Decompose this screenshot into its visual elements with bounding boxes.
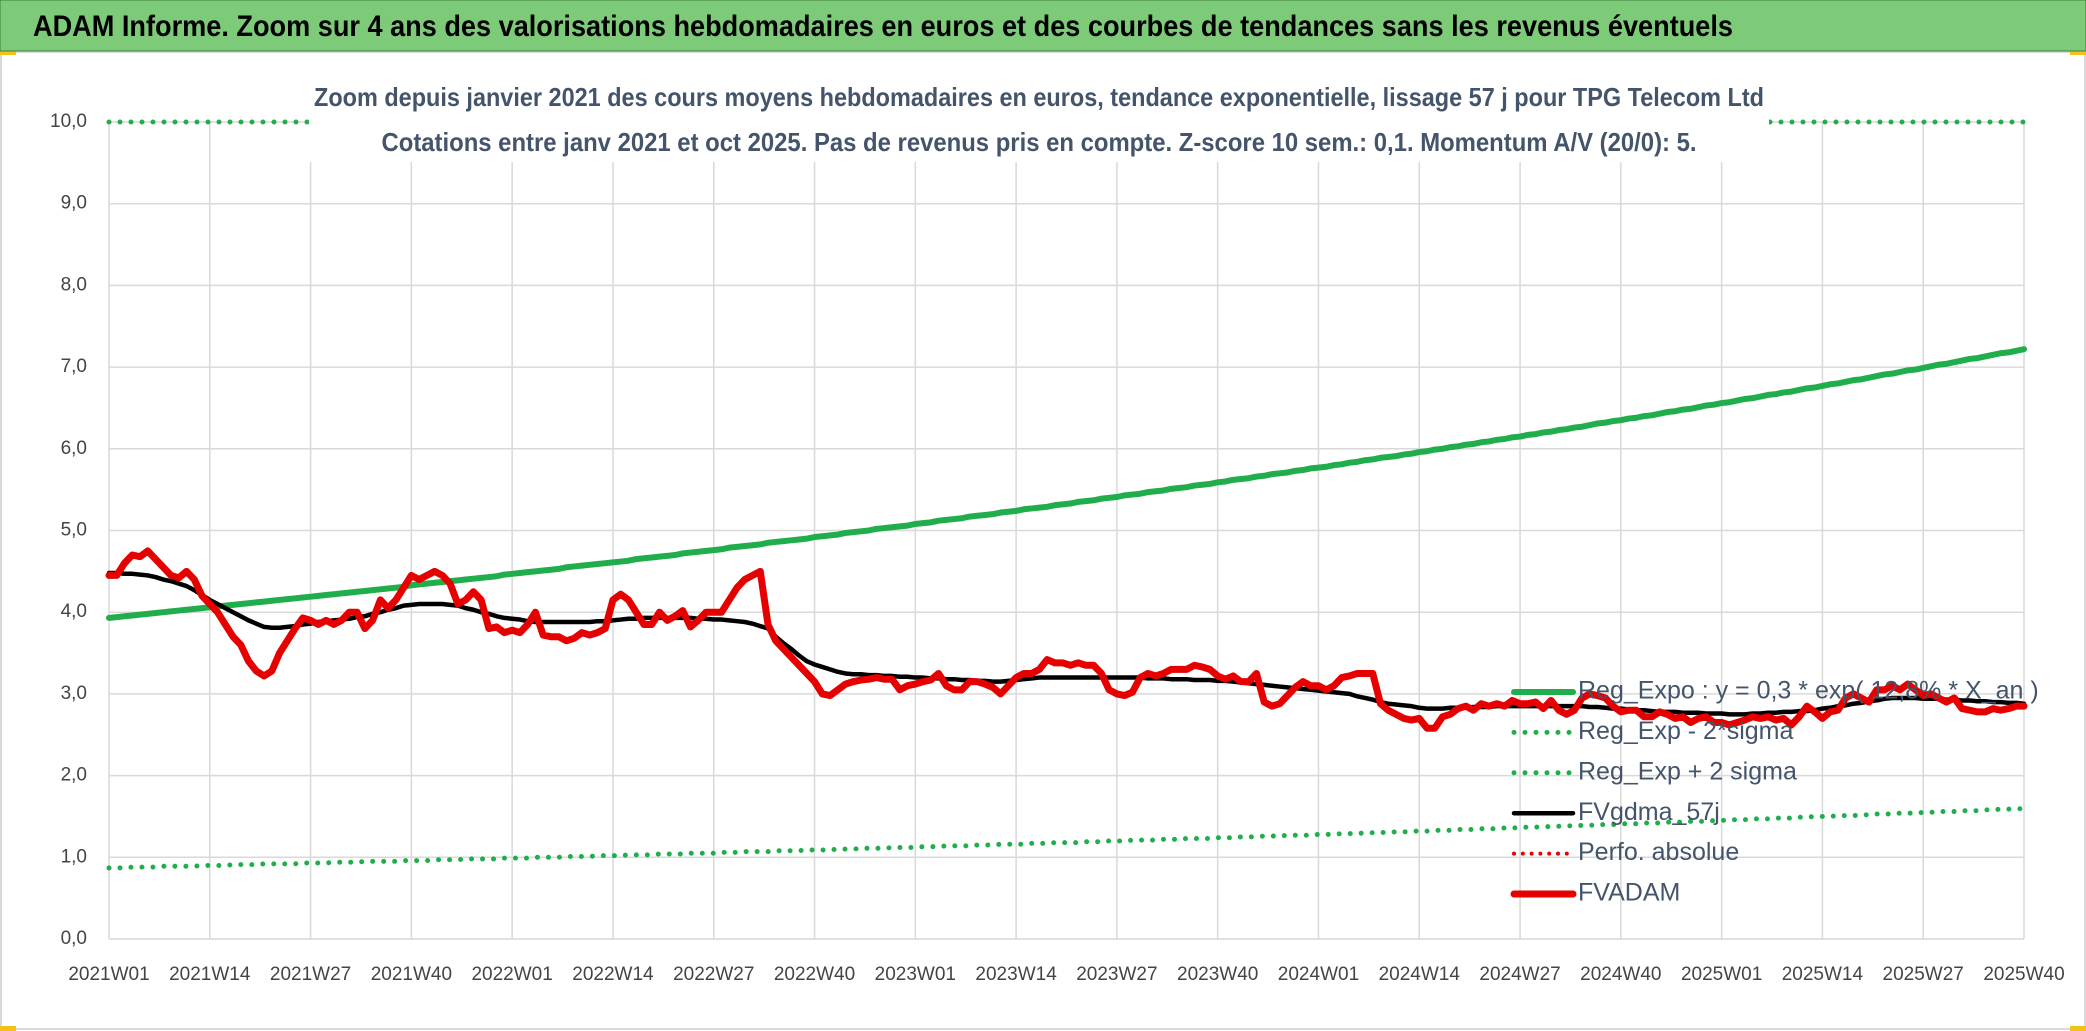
x-tick-label: 2023W40 (1177, 964, 1258, 985)
chart-subtitle: Zoom depuis janvier 2021 des cours moyen… (314, 82, 1764, 112)
x-tick-label: 2022W40 (774, 964, 855, 985)
y-tick-label: 7,0 (61, 356, 87, 377)
y-tick-label: 2,0 (61, 765, 87, 786)
x-tick-label: 2022W14 (572, 964, 654, 985)
legend-label: Reg_Exp + 2 sigma (1578, 757, 1797, 785)
y-tick-label: 10,0 (50, 111, 87, 132)
grid (108, 121, 2025, 940)
y-tick-label: 4,0 (61, 601, 87, 622)
corner-decoration (2070, 1026, 2086, 1031)
subtitle-background (309, 78, 1769, 162)
x-tick-label: 2024W27 (1479, 964, 1560, 985)
y-tick-label: 1,0 (61, 846, 87, 867)
y-tick-label: 9,0 (61, 193, 87, 214)
corner-decoration (0, 50, 16, 55)
y-tick-label: 3,0 (61, 683, 87, 704)
x-tick-label: 2023W27 (1076, 964, 1157, 985)
series-line (106, 570, 2027, 717)
series-line (105, 547, 2028, 732)
x-tick-label: 2021W01 (68, 964, 149, 985)
x-tick-label: 2025W14 (1782, 964, 1864, 985)
legend-label: Reg_Expo : y = 0,3 * exp( 12,8% * X_an ) (1578, 677, 2039, 705)
legend-label: Perfo. absolue (1578, 838, 1739, 866)
chart-frame (0, 51, 2086, 1030)
x-tick-label: 2025W40 (1983, 964, 2064, 985)
legend-label: FVADAM (1578, 879, 1680, 907)
x-tick-label: 2024W40 (1580, 964, 1661, 985)
x-tick-label: 2023W01 (875, 964, 956, 985)
series-line (106, 805, 2027, 871)
y-tick-label: 5,0 (61, 520, 87, 541)
y-tick-label: 8,0 (61, 274, 87, 295)
header-band (0, 0, 2086, 52)
x-tick-label: 2021W40 (371, 964, 452, 985)
legend-label: FVgdma_57j (1578, 798, 1720, 826)
corner-decoration (2070, 50, 2086, 55)
legend: Reg_Expo : y = 0,3 * exp( 12,8% * X_an )… (1510, 677, 2039, 907)
x-tick-label: 2022W01 (471, 964, 552, 985)
legend-label: Reg_Exp - 2*sigma (1578, 717, 1793, 745)
x-tick-label: 2023W14 (975, 964, 1057, 985)
chart-subtitle: Cotations entre janv 2021 et oct 2025. P… (382, 127, 1697, 157)
x-tick-label: 2024W14 (1379, 964, 1461, 985)
chart-title: ADAM Informe. Zoom sur 4 ans des valoris… (33, 10, 1733, 43)
x-tick-label: 2022W27 (673, 964, 754, 985)
x-tick-label: 2021W27 (270, 964, 351, 985)
x-tick-label: 2024W01 (1278, 964, 1359, 985)
x-tick-label: 2025W01 (1681, 964, 1762, 985)
x-tick-label: 2021W14 (169, 964, 251, 985)
x-tick-label: 2025W27 (1883, 964, 1964, 985)
corner-decoration (0, 1026, 16, 1031)
y-tick-label: 0,0 (61, 928, 87, 949)
y-tick-label: 6,0 (61, 438, 87, 459)
series-line (106, 346, 2027, 621)
